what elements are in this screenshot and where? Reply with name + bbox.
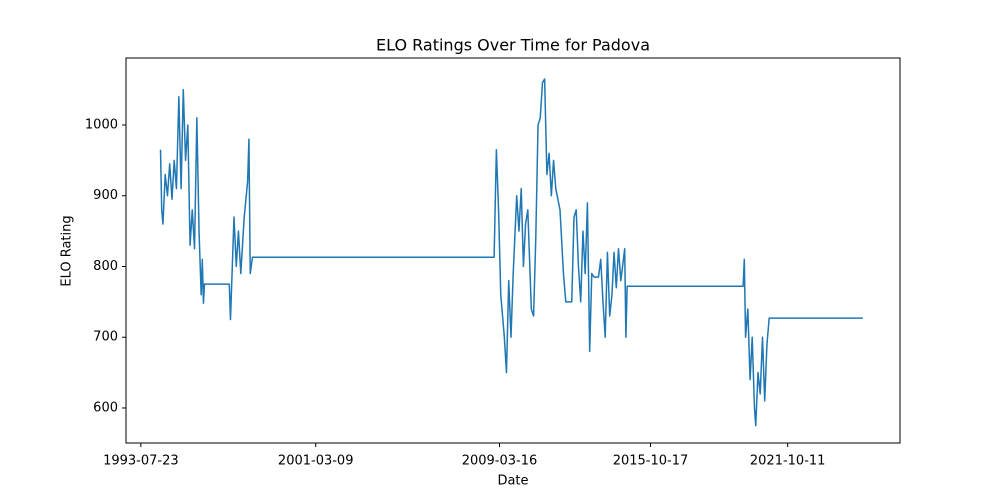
y-tick-label: 700 bbox=[93, 330, 118, 345]
y-tick-label: 1000 bbox=[85, 117, 118, 132]
x-tick-label: 2015-10-17 bbox=[613, 454, 689, 469]
y-tick-label: 900 bbox=[93, 188, 118, 203]
chart-title: ELO Ratings Over Time for Padova bbox=[376, 36, 650, 55]
elo-line bbox=[159, 78, 863, 427]
x-tick-label: 2009-03-16 bbox=[462, 454, 538, 469]
y-tick-label: 600 bbox=[93, 400, 118, 415]
x-tick-label: 2001-03-09 bbox=[278, 454, 354, 469]
x-tick-label: 1993-07-23 bbox=[103, 454, 179, 469]
plot-frame bbox=[125, 57, 901, 444]
x-axis-label: Date bbox=[497, 474, 528, 489]
y-axis-label: ELO Rating bbox=[60, 215, 75, 286]
y-tick-label: 800 bbox=[93, 259, 118, 274]
x-tick-label: 2021-10-11 bbox=[750, 454, 826, 469]
